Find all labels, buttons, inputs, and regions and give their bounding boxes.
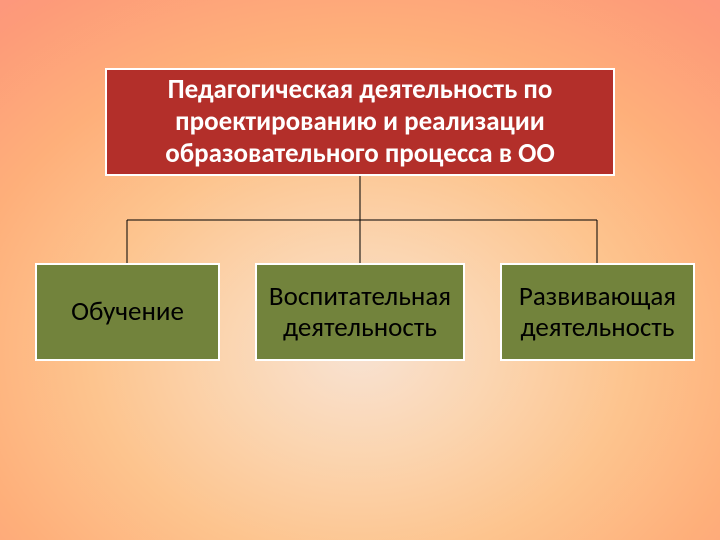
child-node-2: Воспитательная деятельность [255, 263, 465, 361]
root-node: Педагогическая деятельность по проектиро… [105, 68, 615, 176]
child-node-1: Обучение [35, 263, 220, 361]
diagram-stage: Педагогическая деятельность по проектиро… [0, 0, 720, 540]
child-node-3: Развивающая деятельность [500, 263, 695, 361]
